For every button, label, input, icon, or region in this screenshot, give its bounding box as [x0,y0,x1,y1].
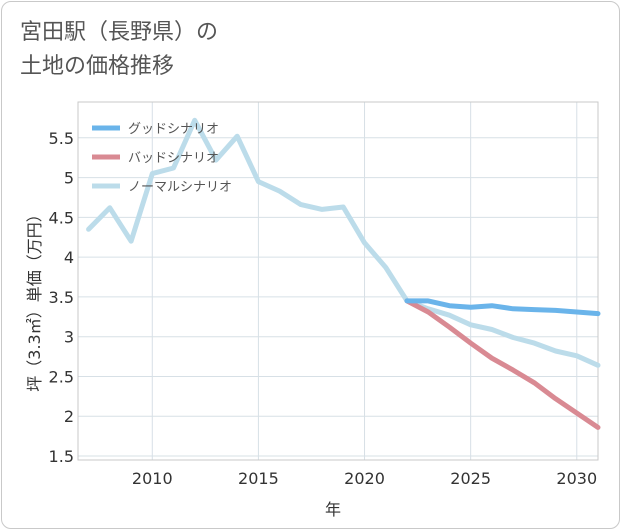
legend-label: グッドシナリオ [128,122,219,137]
legend-label: バッドシナリオ [128,151,219,166]
y-tick-label: 3 [64,328,74,347]
x-tick-label: 2010 [132,469,173,488]
x-tick-label: 2030 [556,469,597,488]
x-tick-label: 2025 [450,469,491,488]
y-tick-label: 1.5 [49,447,74,466]
y-tick-label: 4.5 [49,208,74,227]
y-tick-label: 5.5 [49,129,74,148]
y-tick-label: 4 [64,248,74,267]
chart-title: 宮田駅（長野県）の 土地の価格推移 [20,16,218,84]
tick-labels: 2010 2015 2020 2025 2030 1.5 2 2.5 3 3.5 4 4.5 5 5.5 [49,129,598,488]
y-tick-label: 2 [64,407,74,426]
x-tick-label: 2015 [238,469,279,488]
plot-area-border [77,101,599,461]
y-tick-label: 3.5 [49,288,74,307]
y-tick-label: 2.5 [49,367,74,386]
chart-title-line-2: 土地の価格推移 [20,54,175,79]
grid-lines [78,102,598,460]
x-tick-label: 2020 [344,469,385,488]
chart-title-line-1: 宮田駅（長野県）の [20,20,219,45]
series-layer [86,117,601,430]
x-axis-label: 年 [325,500,341,519]
y-tick-label: 5 [64,169,74,188]
series-line-3 [86,117,601,368]
y-axis-label: 坪（3.3㎡）単価（万円） [25,206,44,391]
series-line-2 [404,298,601,430]
legend-label: ノーマルシナリオ [128,180,232,195]
series-line-1 [404,298,601,317]
